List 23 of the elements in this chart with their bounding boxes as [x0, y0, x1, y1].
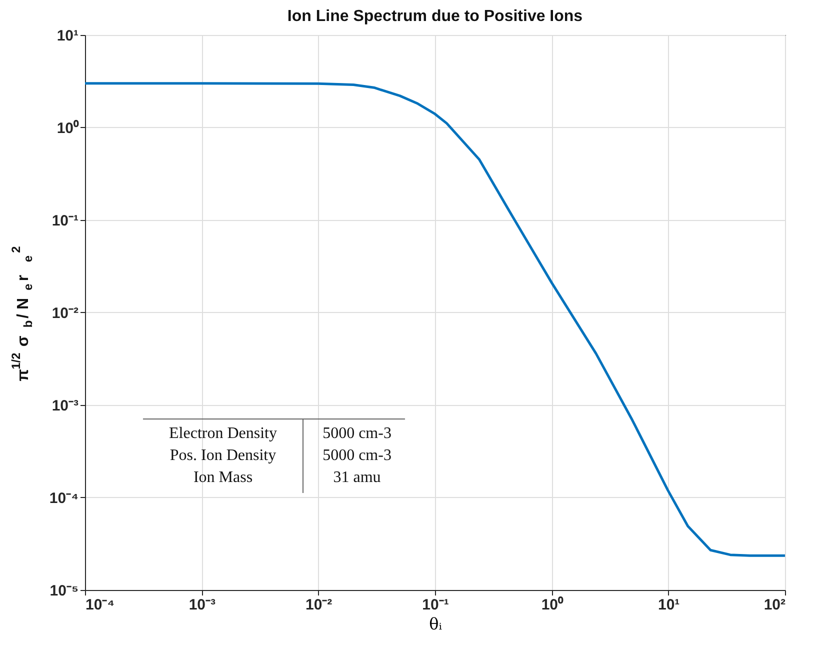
chart-title: Ion Line Spectrum due to Positive Ions: [287, 8, 583, 25]
x-tick-label: 10⁻⁴: [86, 596, 115, 614]
y-tick-label: 10⁻³: [52, 398, 78, 414]
y-tick-label: 10⁻²: [52, 305, 78, 322]
y-tick-label: 10⁰: [56, 119, 80, 137]
x-tick-label: 10¹: [658, 596, 680, 614]
x-tick-label: 10²: [764, 596, 786, 614]
annotation: 5000 cm-3: [322, 425, 392, 442]
x-tick-label: 10⁰: [541, 596, 564, 614]
y-tick-label: 10¹: [56, 28, 78, 44]
annotation: Ion Mass: [193, 469, 253, 486]
y-tick-label: 10⁻⁴: [49, 490, 78, 507]
y-tick-label: 10⁻¹: [52, 212, 78, 230]
x-tick-label: 10⁻¹: [422, 596, 449, 614]
x-tick-label: 10⁻²: [305, 596, 332, 614]
text: π1/2 σb/ Ne re2: [9, 246, 35, 382]
annotation: 31 amu: [333, 469, 381, 486]
annotation: Electron Density: [169, 425, 277, 442]
x-tick-label: 10⁻³: [188, 596, 216, 614]
x-axis-title: θᵢ: [429, 614, 442, 634]
y-tick-label: 10⁻⁵: [50, 582, 78, 600]
annotation: 5000 cm-3: [322, 447, 392, 464]
annotation: Pos. Ion Density: [170, 447, 276, 464]
